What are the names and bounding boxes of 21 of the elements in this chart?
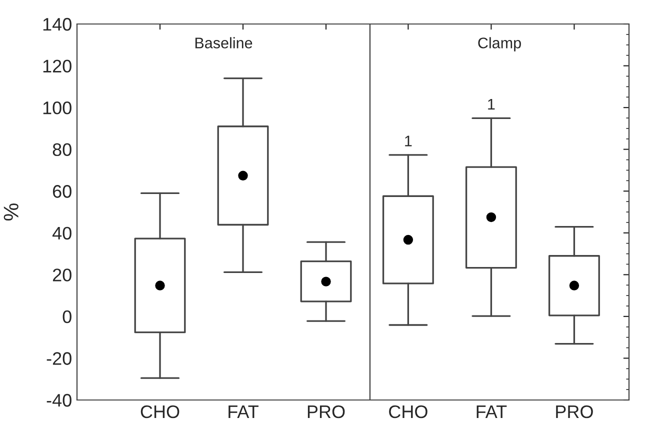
y-tick-label: -40 bbox=[46, 394, 72, 407]
x-tick-label: PRO bbox=[308, 405, 345, 418]
y-tick-label: 120 bbox=[43, 60, 72, 72]
x-tick-label: CHO bbox=[140, 405, 180, 418]
text: Clamp bbox=[478, 37, 521, 52]
annotation: 1 bbox=[405, 136, 412, 146]
y-tick-label: 40 bbox=[52, 226, 72, 240]
y-tick-label: 140 bbox=[43, 18, 72, 31]
text: Baseline bbox=[195, 37, 252, 48]
y-tick-label: 60 bbox=[52, 185, 72, 198]
x-tick-label: PRO bbox=[556, 405, 593, 418]
x-tick-label: FAT bbox=[228, 406, 258, 418]
annotation: 1 bbox=[488, 98, 495, 110]
y-tick-label: 100 bbox=[43, 101, 72, 114]
y-tick-label: 20 bbox=[52, 268, 72, 282]
y-tick-label: 0 bbox=[62, 310, 72, 324]
x-tick-label: FAT bbox=[476, 406, 507, 418]
y-tick-label: -20 bbox=[46, 352, 72, 365]
y-axis-title: % bbox=[4, 203, 18, 221]
x-tick-label: CHO bbox=[389, 405, 428, 418]
y-tick-label: 80 bbox=[52, 143, 72, 156]
